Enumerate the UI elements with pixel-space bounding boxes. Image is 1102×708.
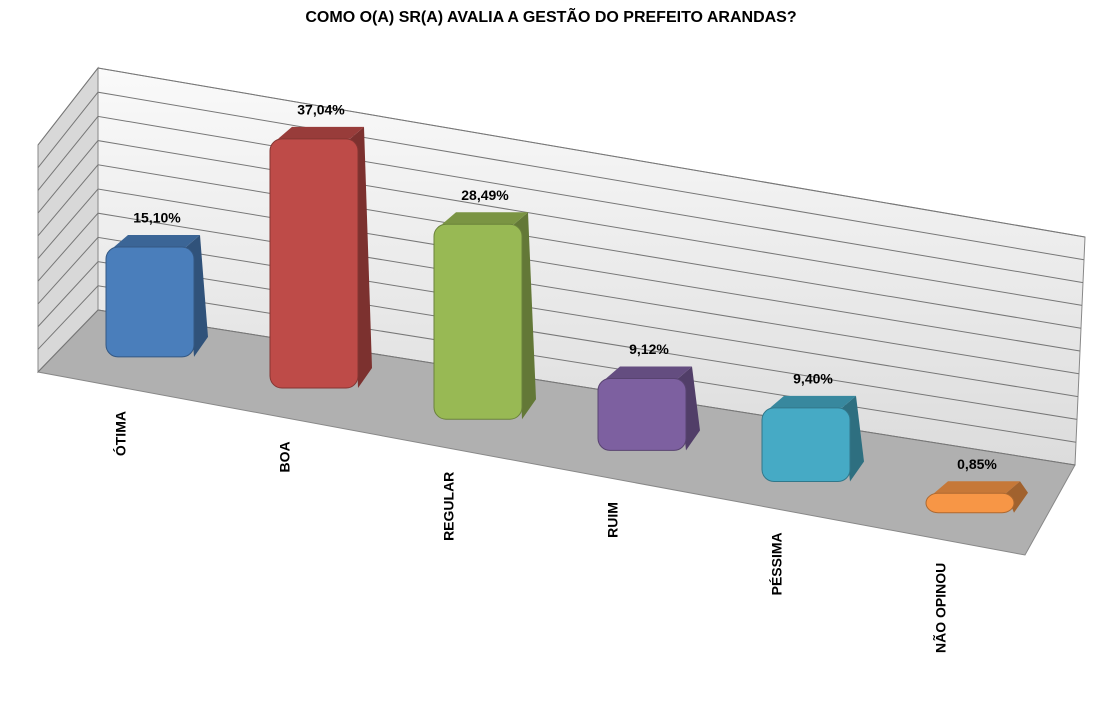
grid-line [37,285,1077,443]
grid-line [37,115,1084,284]
bar-top [278,126,364,139]
bar-top [606,366,692,379]
grid-line [37,261,1078,420]
bar-front [269,138,359,389]
data-label: 37,04% [297,102,345,118]
grid-line [37,164,1082,329]
bar [269,126,372,389]
bar-top [442,212,528,225]
bar-front [433,223,523,420]
data-label: 15,10% [133,210,181,226]
grid-line [37,140,1083,306]
bar [433,212,536,420]
data-label: 0,85% [957,456,997,472]
bar-front [925,492,1015,514]
grid-line [37,188,1081,352]
bar-top [934,481,1020,494]
bar-front [105,246,195,358]
grid-line [37,309,1076,466]
data-label: 9,40% [793,371,833,387]
x-tick-label: NÃO OPINOU [932,563,949,653]
grid-line [37,67,1086,238]
bar [105,235,208,358]
x-tick-label: REGULAR [441,472,457,541]
data-label: 9,12% [629,341,669,357]
grid-line [37,236,1079,398]
bar-top [770,395,856,408]
grid-line [37,91,1085,261]
x-tick-label: BOA [277,441,293,472]
x-tick-label: PÉSSIMA [769,532,785,595]
bar-top [114,235,200,248]
x-tick-label: ÓTIMA [112,411,129,456]
bar-front [761,407,851,483]
grid-line [37,212,1080,375]
chart-title: COMO O(A) SR(A) AVALIA A GESTÃO DO PREFE… [305,6,796,26]
data-label: 28,49% [461,187,509,203]
bar [761,395,864,483]
bar [597,366,700,451]
x-tick-label: RUIM [605,502,621,538]
bar-front [597,377,687,451]
bar [925,481,1028,514]
